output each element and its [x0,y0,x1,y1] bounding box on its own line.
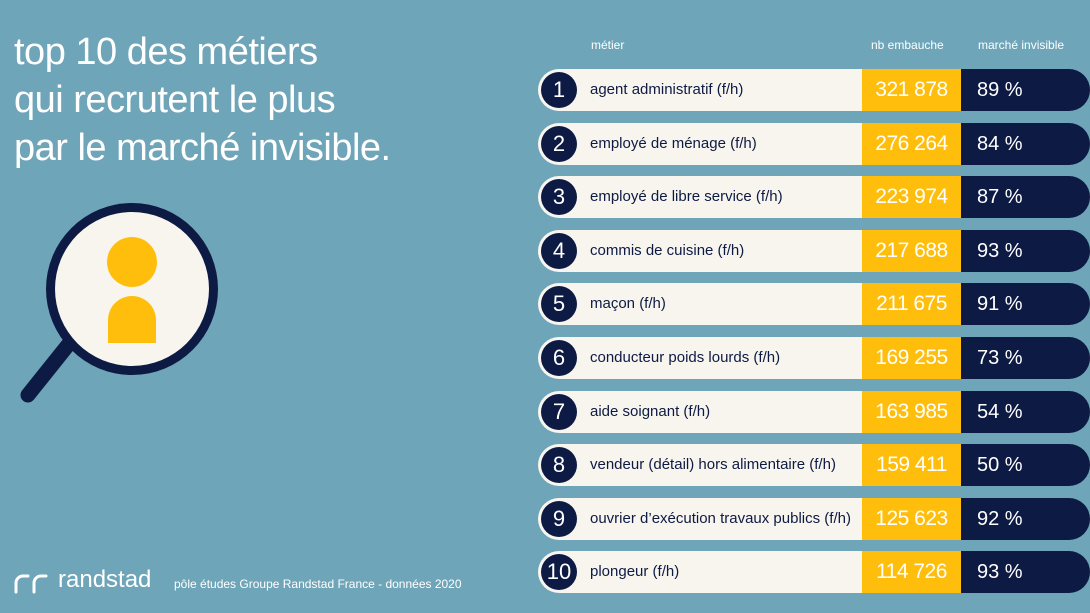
header-hires: nb embauche [871,38,944,52]
magnifier-person-icon [10,195,230,420]
rank-badge: 6 [541,339,577,376]
title-line-2: qui recrutent le plus [14,79,336,121]
hires-value: 169 255 [862,336,961,379]
market-cell: 54 % [961,390,1090,433]
market-cell: 73 % [961,336,1090,379]
header-market: marché invisible [978,38,1065,52]
rank-badge: 8 [541,447,577,484]
table-header: métier nb embauche marché invisible [0,38,1090,58]
table-row: 7 aide soignant (f/h) 163 985 54 % [538,390,1090,433]
job-label: employé de ménage (f/h) [590,134,757,152]
ranking-table: 1 agent administratif (f/h) 321 878 89 %… [538,69,1090,605]
table-row: 6 conducteur poids lourds (f/h) 169 255 … [538,336,1090,379]
hires-value: 223 974 [862,176,961,219]
job-label: commis de cuisine (f/h) [590,241,745,259]
market-cell: 92 % [961,497,1090,540]
rank-badge: 9 [541,500,577,537]
hires-value: 217 688 [862,229,961,272]
title-line-3: par le marché invisible. [14,127,391,169]
title-line-1: top 10 des métiers [14,31,318,73]
market-value: 93 % [977,239,1023,262]
hires-value: 159 411 [862,444,961,487]
table-row: 2 employé de ménage (f/h) 276 264 84 % [538,122,1090,165]
rank-badge: 10 [541,554,577,591]
job-label: conducteur poids lourds (f/h) [590,348,781,366]
table-row: 9 ouvrier d’exécution travaux publics (f… [538,497,1090,540]
table-row: 1 agent administratif (f/h) 321 878 89 % [538,69,1090,111]
market-cell: 91 % [961,283,1090,326]
market-cell: 87 % [961,176,1090,219]
hires-value: 163 985 [862,390,961,433]
rank-badge: 4 [541,232,577,269]
hires-value: 276 264 [862,122,961,165]
market-value: 84 % [977,132,1023,155]
market-value: 89 % [977,79,1023,101]
rank-badge: 1 [541,72,577,108]
hires-value: 211 675 [862,283,961,326]
market-value: 73 % [977,346,1023,369]
table-row: 4 commis de cuisine (f/h) 217 688 93 % [538,229,1090,272]
market-cell: 93 % [961,229,1090,272]
rank-badge: 2 [541,125,577,162]
table-row: 3 employé de libre service (f/h) 223 974… [538,176,1090,219]
header-job: métier [591,38,625,52]
rank-badge: 3 [541,179,577,216]
job-label: plongeur (f/h) [590,563,680,581]
market-cell: 50 % [961,444,1090,487]
job-label: ouvrier d’exécution travaux publics (f/h… [590,509,851,527]
market-cell: 93 % [961,551,1090,594]
job-label: vendeur (détail) hors alimentaire (f/h) [590,456,836,474]
hires-value: 125 623 [862,497,961,540]
job-label: employé de libre service (f/h) [590,188,783,206]
market-cell: 84 % [961,122,1090,165]
market-value: 50 % [977,454,1023,477]
job-label: maçon (f/h) [590,295,666,313]
source-note: pôle études Groupe Randstad France - don… [174,577,462,591]
market-value: 87 % [977,186,1023,209]
job-label: agent administratif (f/h) [590,81,744,98]
hires-value: 114 726 [862,551,961,594]
job-label: aide soignant (f/h) [590,402,711,420]
market-value: 93 % [977,561,1023,584]
table-row: 8 vendeur (détail) hors alimentaire (f/h… [538,444,1090,487]
table-row: 10 plongeur (f/h) 114 726 93 % [538,551,1090,594]
hires-value: 321 878 [862,69,961,111]
table-row: 5 maçon (f/h) 211 675 91 % [538,283,1090,326]
randstad-logo-icon [14,574,48,594]
market-value: 91 % [977,293,1023,316]
market-cell: 89 % [961,69,1090,111]
rank-badge: 7 [541,393,577,430]
page-title: top 10 des métiers qui recrutent le plus… [14,28,391,172]
rank-badge: 5 [541,286,577,323]
market-value: 54 % [977,400,1023,423]
brand-name: randstad [58,566,152,593]
market-value: 92 % [977,507,1023,530]
